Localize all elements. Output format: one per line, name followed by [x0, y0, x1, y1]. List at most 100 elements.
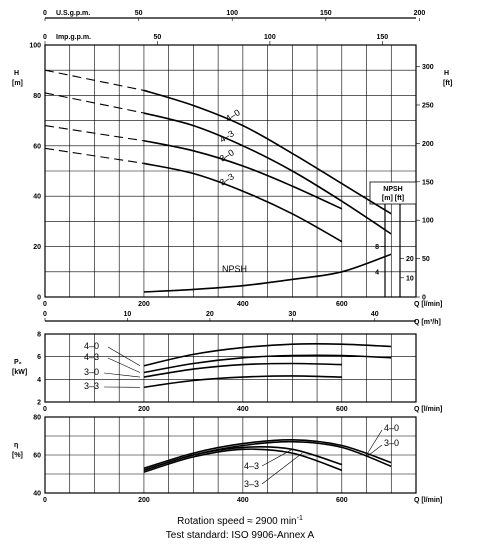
efficiency-curve-label-3-3: 3–3 — [244, 479, 259, 489]
ft-tick-label: 100 — [422, 218, 434, 225]
power-curve-label-4-3: 4–3 — [84, 352, 99, 362]
power-curve-4-0 — [143, 343, 392, 367]
impgpm-tick-label: 50 — [154, 34, 162, 41]
npsh-axis-box — [369, 181, 417, 205]
efficiency-leader-3-3 — [261, 452, 303, 485]
efficiency-leader-3-0 — [366, 444, 383, 458]
x-tick-label: 600 — [336, 497, 348, 504]
head-curve-label-3-3: 3–3 — [218, 171, 236, 187]
y-axis-unit: [m] — [12, 80, 23, 87]
m3h-tick-label: 0 — [43, 311, 47, 318]
y-axis-title: P₂ — [14, 359, 22, 366]
m3h-tick-label: 30 — [288, 311, 296, 318]
head-curve-3-3-dashed — [44, 147, 144, 164]
x-tick-label: 200 — [138, 497, 150, 504]
y-tick-label: 60 — [33, 143, 41, 150]
x-axis-label: Q [l/min] — [414, 406, 442, 413]
efficiency-curve-label-4-0: 4–0 — [384, 423, 399, 433]
m3h-axis-label: Q [m³/h] — [414, 319, 441, 326]
usgpm-tick-label: 150 — [320, 10, 332, 17]
head-curve-4-3 — [143, 112, 392, 235]
power-curve-label-4-0: 4–0 — [84, 341, 99, 351]
footer-rotation-speed: Rotation speed ≈ 2900 min-1 — [177, 515, 303, 527]
ft-tick-label: 50 — [422, 256, 430, 263]
x-tick-label: 200 — [138, 406, 150, 413]
m3h-tick-label: 20 — [206, 311, 214, 318]
impgpm-tick-label: 100 — [264, 34, 276, 41]
footer-test-standard: Test standard: ISO 9906-Annex A — [166, 530, 315, 541]
y-tick-label: 100 — [29, 43, 41, 50]
head-curve-4-0-dashed — [44, 69, 145, 91]
efficiency-chart: 40 60 80 0 200 400 600 Q [l/min] η [%] 4–0 3–0 4–3 3–… — [12, 415, 442, 505]
plot-frame — [44, 416, 417, 494]
y-tick-label: 40 — [33, 491, 41, 498]
ft-tick-label: 150 — [422, 179, 434, 186]
right-axis-unit: [ft] — [443, 80, 452, 87]
usgpm-tick-label: 50 — [135, 10, 143, 17]
npsh-m-tick-label: 8 — [375, 244, 379, 251]
power-leader-4-0 — [107, 346, 141, 366]
y-tick-label: 60 — [33, 453, 41, 460]
npsh-ft-tick-label: 20 — [406, 256, 414, 263]
power-chart: 2 4 6 8 0 200 400 600 Q [l/min] P₂ [kW] 4–04–3 3–0 3–… — [12, 332, 442, 414]
plot-frame — [44, 44, 417, 298]
efficiency-leader-4-0 — [366, 429, 383, 456]
y-tick-label: 4 — [37, 377, 41, 384]
impgpm-tick-label: 0 — [43, 34, 47, 41]
usgpm-tick-label: 100 — [226, 10, 238, 17]
ft-tick-label: 200 — [422, 141, 434, 148]
power-curve-3-0 — [143, 362, 342, 378]
x-tick-label: 400 — [237, 497, 249, 504]
y-axis-title: H — [14, 70, 19, 77]
x-axis-label: Q [l/min] — [414, 497, 442, 504]
y-tick-label: 20 — [33, 244, 41, 251]
power-curve-label-3-3: 3–3 — [84, 381, 99, 391]
y-axis-unit: [%] — [12, 452, 23, 459]
x-tick-label: 0 — [43, 497, 47, 504]
head-curve-3-0 — [143, 139, 343, 210]
npsh-ft-tick-label: 10 — [406, 275, 414, 282]
power-leader-4-3 — [107, 357, 141, 373]
y-axis-unit: [kW] — [12, 369, 27, 376]
efficiency-curve-label-3-0: 3–0 — [384, 438, 399, 448]
efficiency-curve-label-4-3: 4–3 — [244, 461, 259, 471]
x-tick-label: 0 — [43, 301, 47, 308]
efficiency-curve-4-3 — [143, 445, 343, 471]
head-curve-label-npsh: NPSH — [222, 264, 247, 274]
head-curve-label-4-0: 4–0 — [224, 107, 242, 123]
efficiency-curve-4-0 — [143, 438, 392, 470]
head-curve-3-3 — [143, 162, 343, 243]
head-curve-4-0 — [143, 89, 392, 215]
y-tick-label: 80 — [33, 415, 41, 422]
y-tick-label: 6 — [37, 354, 41, 361]
power-curve-label-3-0: 3–0 — [84, 367, 99, 377]
head-curve-3-0-dashed — [44, 125, 144, 142]
y-tick-label: 0 — [37, 295, 41, 302]
head-curve-npsh — [143, 253, 392, 293]
y-tick-label: 8 — [37, 332, 41, 339]
ft-tick-label: 250 — [422, 102, 434, 109]
y-axis-title: η — [14, 442, 18, 449]
x-tick-label: 600 — [336, 301, 348, 308]
power-curve-3-3 — [143, 375, 342, 389]
usgpm-tick-label: 0 — [43, 10, 47, 17]
head-curve-4-3-dashed — [44, 92, 145, 114]
x-tick-label: 600 — [336, 406, 348, 413]
npsh-axis-unit: [m] [ft] — [382, 195, 404, 202]
power-curve-4-3 — [143, 354, 392, 374]
usgpm-axis-label: U.S.g.p.m. — [56, 10, 90, 17]
m3h-tick-label: 10 — [124, 311, 132, 318]
x-tick-label: 200 — [138, 301, 150, 308]
y-tick-label: 2 — [37, 400, 41, 407]
impgpm-tick-label: 150 — [376, 34, 388, 41]
impgpm-axis-label: Imp.g.p.m. — [56, 34, 91, 41]
usgpm-tick-label: 200 — [414, 10, 426, 17]
efficiency-curve-3-3 — [143, 448, 343, 473]
npsh-axis-title: NPSH — [383, 186, 402, 193]
x-axis-label: Q [l/min] — [414, 301, 442, 308]
x-tick-label: 0 — [43, 406, 47, 413]
ft-tick-label: 300 — [422, 64, 434, 71]
x-tick-label: 400 — [237, 406, 249, 413]
